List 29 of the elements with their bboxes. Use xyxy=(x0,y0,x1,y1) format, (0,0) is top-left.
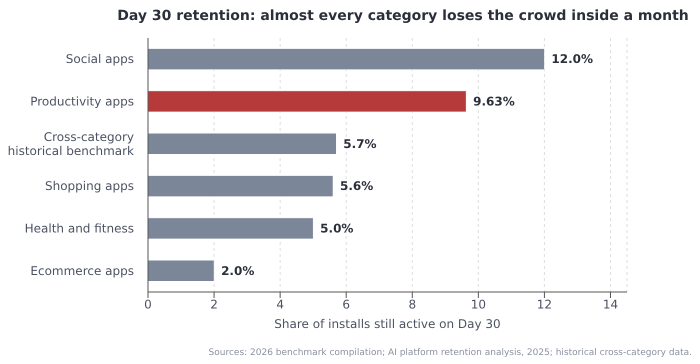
y-tick-label: Social apps xyxy=(66,52,134,66)
y-tick-label: Cross-category historical benchmark xyxy=(8,130,134,158)
bar xyxy=(148,218,314,240)
data-label: 5.7% xyxy=(343,136,377,151)
x-tick-label: 6 xyxy=(342,298,350,312)
source-note: Sources: 2026 benchmark compilation; AI platform retention analysis, 2025; historical cross-category data. xyxy=(208,348,692,358)
bar xyxy=(148,260,214,282)
bar xyxy=(148,90,466,112)
x-tick-label: 0 xyxy=(144,298,152,312)
bar xyxy=(148,175,334,197)
chart-title: Day 30 retention: almost every category loses the crowd inside a month xyxy=(116,8,690,24)
x-axis-title: Share of installs still active on Day 30 xyxy=(274,317,501,331)
x-tick-label: 10 xyxy=(470,298,486,312)
x-tick-label: 12 xyxy=(536,298,552,312)
data-label: 12.0% xyxy=(551,52,594,66)
data-label: 2.0% xyxy=(221,264,254,278)
data-label: 5.6% xyxy=(340,179,374,194)
x-tick-label: 8 xyxy=(408,298,416,312)
bar xyxy=(148,48,545,70)
y-tick-label: Productivity apps xyxy=(30,94,134,108)
y-tick-label: Ecommerce apps xyxy=(30,264,134,278)
y-tick-label: Health and fitness xyxy=(24,222,134,236)
x-tick-label: 4 xyxy=(276,298,284,312)
data-label: 9.63% xyxy=(473,94,515,108)
bar xyxy=(148,133,337,154)
x-tick-label: 14 xyxy=(602,298,618,312)
x-tick-label: 2 xyxy=(210,298,218,312)
y-tick-label: Shopping apps xyxy=(44,179,134,194)
data-label: 5.0% xyxy=(320,221,354,236)
